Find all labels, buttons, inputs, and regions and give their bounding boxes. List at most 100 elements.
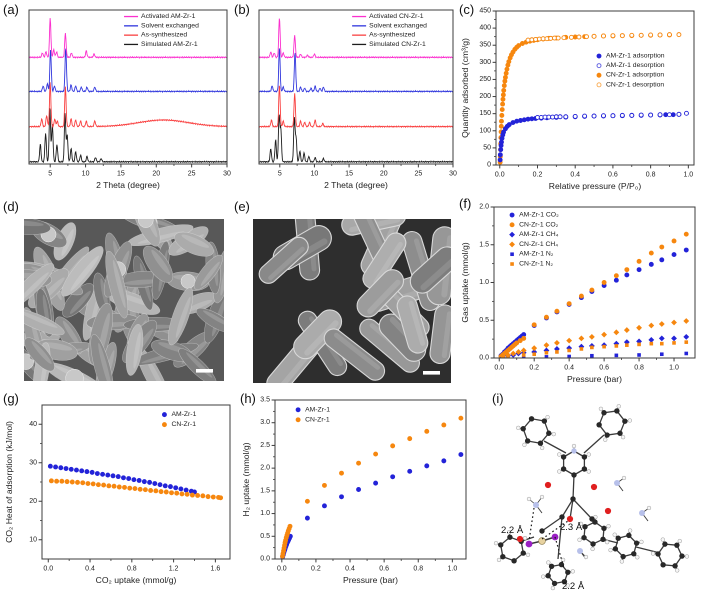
xrd-chart-cn-zr-1: 5 10 15 20 25 30 2 Theta (degree) Activated CN-… [258,9,457,190]
svg-text:2.5: 2.5 [260,442,270,449]
svg-text:Solvent exchanged: Solvent exchanged [369,22,427,29]
svg-text:CN-Zr-1: CN-Zr-1 [305,416,330,423]
panel-i: (i) 2.2 Å 2.3 Å 2.2 Å [474,391,702,604]
svg-text:20: 20 [152,171,160,178]
sem-image-cn-zr-1 [253,219,451,383]
b-plot-frame [258,9,454,165]
svg-text:0.0: 0.0 [494,365,504,372]
distance-label-2: 2.2 Å [562,581,585,592]
svg-text:3.0: 3.0 [260,419,270,426]
svg-text:Activated CN-Zr-1: Activated CN-Zr-1 [369,13,424,20]
svg-text:0.6: 0.6 [608,172,618,179]
panel-d-label: (d) [3,199,19,214]
c-x-axis: 0.0 0.2 0.4 0.6 0.8 1.0 [495,165,693,179]
svg-text:10: 10 [29,536,37,543]
svg-text:0.4: 0.4 [570,172,580,179]
series-am-zr-1-desorption [535,110,689,120]
b-x-axis: 5 10 15 20 25 30 [278,164,457,178]
svg-text:0: 0 [487,162,491,169]
svg-text:250: 250 [479,76,491,83]
svg-text:5: 5 [278,171,282,178]
sem-image-am-zr-1 [24,219,224,381]
svg-text:450: 450 [479,8,491,15]
svg-text:Simulated CN-Zr-1: Simulated CN-Zr-1 [369,41,426,48]
sem-particles [258,219,451,383]
panel-c: (c) 0.0 0.2 0.4 0.6 0.8 1.0 0 50 100 150 200 250 300… [458,2,702,199]
n2-isotherm-chart: 0.0 0.2 0.4 0.6 0.8 1.0 0 50 100 150 200 250 300 350 4… [460,8,695,191]
c-x-axis-label: Relative pressure (P/P₀) [549,181,642,191]
svg-text:AM-Zr-1 desorption: AM-Zr-1 desorption [606,62,665,69]
panel-g: (g) 0.0 0.4 0.8 1.2 1.6 10 20 30 40 CO₂ uptake (m… [2,391,239,604]
panel-g-label: (g) [3,391,19,406]
svg-text:0.0: 0.0 [495,172,505,179]
svg-text:150: 150 [479,110,491,117]
series-am-zr-1 [280,452,464,559]
g-x-axis-label: CO₂ uptake (mmol/g) [96,575,177,585]
c-y-axis: 0 50 100 150 200 250 300 350 400 450 [479,8,496,169]
svg-text:AM-Zr-1: AM-Zr-1 [171,411,196,418]
series-cn-zr-1-desorption [525,32,682,43]
h-series [280,415,464,559]
h-plot-frame [274,399,467,560]
svg-text:0.4: 0.4 [345,566,355,573]
svg-text:0.8: 0.8 [634,365,644,372]
svg-text:1.0: 1.0 [669,365,679,372]
h-x-axis-label: Pressure (bar) [343,575,398,585]
svg-text:0.5: 0.5 [260,533,270,540]
svg-text:Activated AM-Zr-1: Activated AM-Zr-1 [141,13,196,20]
svg-text:200: 200 [479,93,491,100]
svg-text:0.4: 0.4 [85,566,95,573]
f-x-axis: 0.0 0.2 0.4 0.6 0.8 1.0 [494,358,679,372]
panel-e-label: (e) [234,199,250,214]
g-y-axis: 10 20 30 40 [29,421,42,543]
panel-b-label: (b) [234,2,250,17]
c-series [497,32,689,165]
svg-text:0.2: 0.2 [311,566,321,573]
a-series [29,18,227,164]
svg-text:AM-Zr-1: AM-Zr-1 [305,406,330,413]
gas-uptake-chart: 0.0 0.2 0.4 0.6 0.8 1.0 0.0 0.5 1.0 1.5 2.0 Pressur… [460,204,696,384]
interaction-lines [528,507,569,569]
svg-text:0.2: 0.2 [533,172,543,179]
g-series [47,463,224,501]
molecular-structure-co2-binding: 2.2 Å 2.3 Å 2.2 Å [493,404,690,592]
panel-d: (d) [2,199,232,391]
series-am-zr-1-ch4 [499,333,690,358]
panel-c-label: (c) [459,2,475,17]
b-legend: Activated CN-Zr-1 Solvent exchanged As-syn… [352,13,427,48]
panel-f: (f) 0.0 0.2 0.4 0.6 0.8 1.0 0.0 0.5 1.0 1.5 2.0 Pre… [458,196,702,394]
svg-text:0.0: 0.0 [43,566,53,573]
series-am-zr-1 [47,463,197,495]
svg-text:10: 10 [311,171,319,178]
svg-text:0.8: 0.8 [413,566,423,573]
panel-i-label: (i) [492,391,504,406]
svg-text:1.6: 1.6 [211,566,221,573]
g-y-axis-label: CO₂ Heat of adsorption (kJ/mol) [4,421,14,543]
svg-text:15: 15 [117,171,125,178]
svg-text:AM-Zr-1 CH₄: AM-Zr-1 CH₄ [519,231,559,238]
series-cn-zr-1-ch4 [499,318,690,358]
distance-label-0: 2.2 Å [501,525,524,536]
panel-h-label: (h) [240,391,256,406]
a-x-axis-label: 2 Theta (degree) [96,180,160,190]
h-y-axis-label: H₂ uptake (mmol/g) [241,442,251,516]
svg-text:0.8: 0.8 [127,566,137,573]
svg-text:0.6: 0.6 [599,365,609,372]
svg-text:As-synthesized: As-synthesized [369,32,415,39]
svg-text:50: 50 [483,144,491,151]
h-y-axis: 0.0 0.5 1.0 1.5 2.0 2.5 3.0 3.5 [260,397,275,563]
c-y-axis-label: Quantity adsorbed (cm³/g) [460,38,470,138]
h-x-axis: 0.0 0.2 0.4 0.6 0.8 1.0 [277,559,457,573]
svg-text:15: 15 [345,171,353,178]
molecule: 2.2 Å 2.3 Å 2.2 Å [493,404,690,592]
svg-text:2.0: 2.0 [260,465,270,472]
panel-a-label: (a) [3,2,19,17]
svg-text:20: 20 [29,498,37,505]
svg-text:0.6: 0.6 [379,566,389,573]
svg-text:3.5: 3.5 [260,397,270,404]
svg-text:0.8: 0.8 [646,172,656,179]
svg-text:1.5: 1.5 [260,487,270,494]
heat-of-adsorption-chart: 0.0 0.4 0.8 1.2 1.6 10 20 30 40 CO₂ uptake (mmol/… [4,404,231,585]
scale-bar [423,371,440,375]
a-plot-frame [28,9,228,165]
